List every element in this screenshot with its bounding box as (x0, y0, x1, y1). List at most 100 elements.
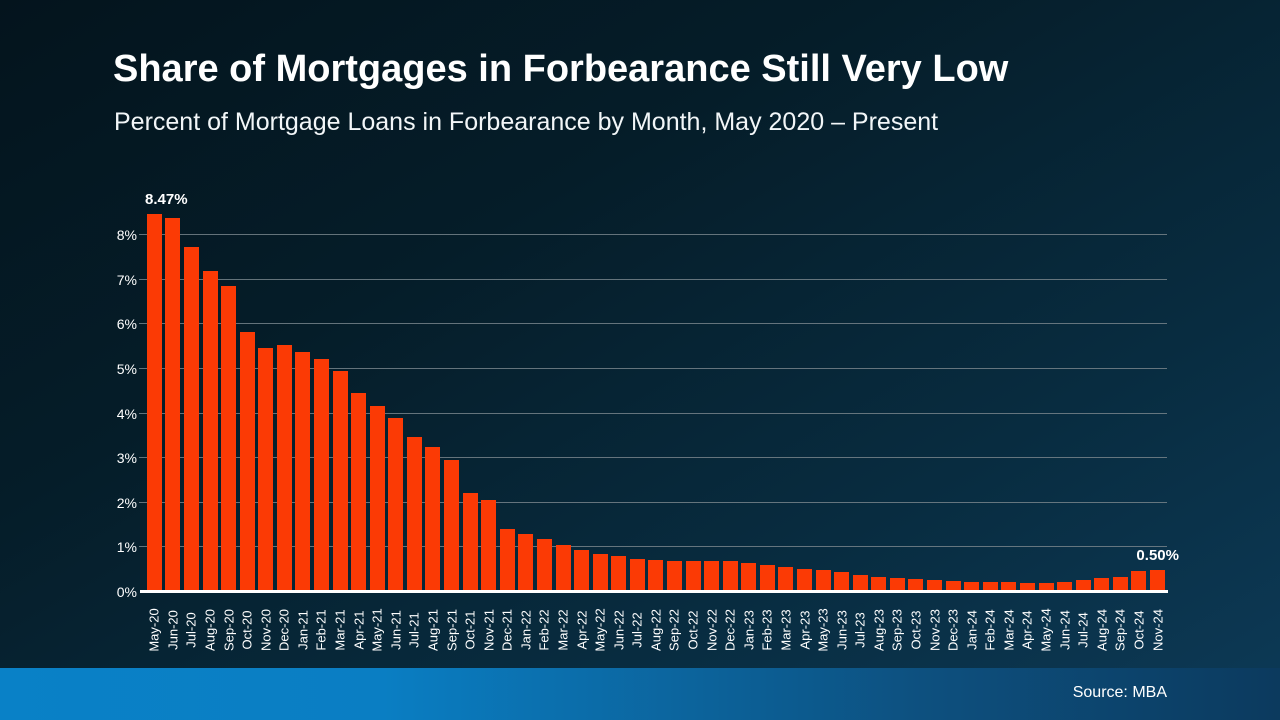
gridlines (139, 190, 1167, 592)
x-axis-tick-label: Nov-23 (927, 609, 943, 651)
bar (945, 581, 961, 592)
x-axis-tick-label: Sep-20 (221, 609, 237, 651)
x-axis-tick: Sep-22 (665, 598, 684, 662)
y-axis-tick-label: 0% (116, 584, 137, 600)
x-axis-tick: Mar-23 (777, 598, 796, 662)
x-axis-tick: May-23 (814, 598, 833, 662)
bar (1057, 581, 1073, 592)
bar (629, 559, 645, 592)
bar-column (851, 190, 870, 592)
x-axis-tick: Nov-21 (479, 598, 498, 662)
x-axis-tick-label: Aug-20 (202, 609, 218, 651)
bar (1019, 582, 1035, 592)
x-axis-tick-label: Jul-20 (183, 612, 199, 648)
x-axis-tick: May-24 (1037, 598, 1056, 662)
x-axis-tick: Jul-22 (628, 598, 647, 662)
bar-column (665, 190, 684, 592)
x-axis-tick-label: Jul-24 (1075, 612, 1091, 648)
bar-column (201, 190, 220, 592)
bar (536, 539, 552, 592)
x-axis-tick-label: Feb-22 (536, 609, 552, 651)
x-axis-tick-label: Jul-22 (629, 612, 645, 648)
y-axis-tick-label: 3% (116, 450, 137, 467)
bar (778, 567, 794, 592)
x-axis-tick: Nov-23 (925, 598, 944, 662)
x-axis-tick-label: Mar-21 (332, 609, 348, 651)
bar (964, 581, 980, 592)
x-axis-tick: Nov-20 (256, 598, 275, 662)
gridline (139, 234, 1167, 236)
x-axis-tick-label: Mar-22 (555, 609, 571, 651)
bar (518, 534, 534, 592)
x-axis-tick-label: Aug-22 (648, 609, 664, 651)
x-axis-tick: Jul-23 (851, 598, 870, 662)
x-axis-tick-label: Jun-22 (611, 610, 627, 650)
x-axis-tick-label: May-22 (592, 608, 608, 652)
bar-column (331, 190, 350, 592)
x-axis-tick-label: Sep-23 (889, 609, 905, 651)
footer-bar: Source: MBA (0, 668, 1280, 720)
gridline (139, 501, 1167, 503)
bar (183, 246, 199, 592)
y-axis-labels: 0% 1% 2% 3% 4% 5% 6% 7% 8% (95, 190, 137, 600)
x-axis-tick-label: Aug-24 (1094, 609, 1110, 651)
x-axis-tick: May-21 (368, 598, 387, 662)
x-axis-tick: Aug-23 (870, 598, 889, 662)
bar-column (795, 190, 814, 592)
bar (276, 345, 292, 592)
y-axis-tick-label: 4% (116, 405, 137, 422)
bar (499, 529, 515, 592)
bar (313, 359, 329, 592)
bar (146, 214, 162, 592)
x-axis-tick-label: Oct-21 (462, 610, 478, 650)
y-axis-tick-label: 7% (116, 271, 137, 288)
x-axis-tick: Jul-20 (182, 598, 201, 662)
bar-column (238, 190, 257, 592)
x-axis-tick: Jun-23 (832, 598, 851, 662)
x-axis-tick-label: May-23 (815, 608, 831, 652)
x-axis-tick: May-22 (591, 598, 610, 662)
bar-column (1055, 190, 1074, 592)
x-axis-tick: Dec-23 (944, 598, 963, 662)
bar (444, 459, 460, 592)
bar-column (275, 190, 294, 592)
gridline (139, 368, 1167, 369)
bar-column (609, 190, 628, 592)
x-axis-tick-label: Feb-21 (313, 609, 329, 651)
bar (685, 560, 701, 592)
data-label: 0.50% (1136, 546, 1179, 564)
x-axis-tick-label: Nov-20 (258, 609, 274, 651)
bar (462, 493, 478, 592)
x-axis-tick-label: Nov-22 (704, 609, 720, 651)
x-axis-tick-label: Aug-21 (425, 609, 441, 651)
y-axis-tick-label: 8% (116, 227, 137, 244)
bar-column (981, 190, 1000, 592)
bar (852, 574, 868, 592)
bar-column (591, 190, 610, 592)
bar (889, 578, 905, 592)
bar-column (368, 190, 387, 592)
forbearance-bar-chart: 0% 1% 2% 3% 4% 5% 6% 7% 8% 8.47% 0.50% (117, 190, 1179, 600)
bar-column (888, 190, 907, 592)
x-axis-tick-label: Mar-23 (778, 609, 794, 651)
bar (815, 570, 831, 592)
x-axis-tick-label: Oct-20 (239, 610, 255, 650)
bar-column (145, 190, 164, 592)
x-axis-tick-label: Dec-23 (945, 609, 961, 651)
x-axis-tick: Apr-24 (1018, 598, 1037, 662)
x-axis-tick: Sep-24 (1111, 598, 1130, 662)
bar (202, 270, 218, 592)
x-axis-tick-label: Jan-23 (741, 610, 757, 650)
bar (1001, 582, 1017, 592)
bar (1112, 576, 1128, 592)
bar-column (684, 190, 703, 592)
x-axis-tick-label: Dec-22 (722, 609, 738, 651)
bar (1131, 571, 1147, 592)
bar-column (461, 190, 480, 592)
x-axis-tick-label: Oct-24 (1131, 610, 1147, 650)
x-axis-tick-label: Jun-23 (834, 610, 850, 650)
bar-column (1074, 190, 1093, 592)
x-axis-tick: Oct-24 (1130, 598, 1149, 662)
x-axis-tick-label: May-20 (146, 608, 162, 652)
x-axis-tick: Jan-23 (740, 598, 759, 662)
